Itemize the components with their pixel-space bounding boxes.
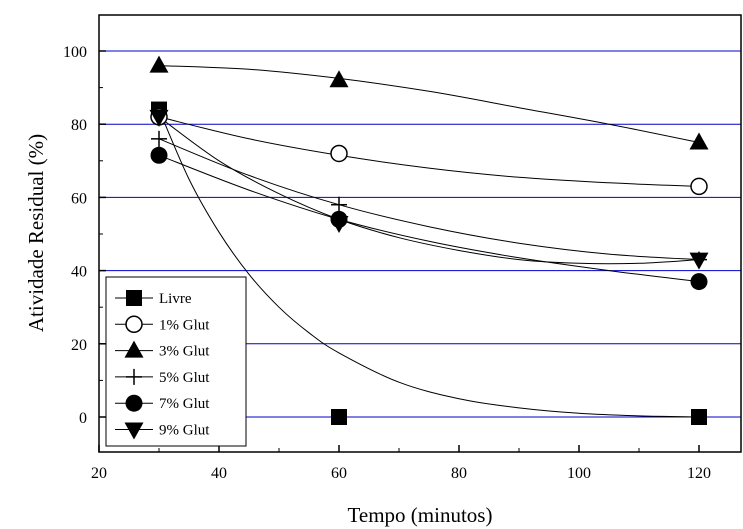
- fit-curves: [158, 65, 700, 418]
- data-point-series-1: [690, 177, 708, 196]
- legend-label: 9% Glut: [159, 423, 210, 439]
- legend-marker-4: [125, 394, 143, 412]
- fit-curve-series-4: [158, 154, 700, 283]
- y-tick-label: 100: [63, 44, 87, 61]
- data-point-series-4: [690, 273, 708, 291]
- data-point-series-5: [329, 216, 349, 234]
- fit-curve-series-5: [158, 116, 700, 265]
- data-markers: [149, 55, 709, 425]
- y-tick-label: 40: [71, 264, 87, 281]
- fit-curve-series-3: [158, 138, 700, 261]
- data-point-series-0: [691, 409, 707, 425]
- x-axis-label: Tempo (minutos): [348, 503, 493, 527]
- legend-label: 1% Glut: [159, 317, 210, 333]
- x-tick-label: 80: [451, 465, 467, 482]
- fit-curve-series-2: [158, 65, 700, 143]
- data-point-series-4: [150, 146, 168, 164]
- axes: 0 20 40 60 80 100 20 40 60 80 100 120: [63, 14, 742, 482]
- legend: Livre 1% Glut 3% Glut 5% Glut 7% Glut 9% Glut: [105, 276, 247, 447]
- y-tick-label: 80: [71, 117, 87, 134]
- x-tick-label: 60: [331, 465, 347, 482]
- data-point-series-2: [149, 55, 169, 73]
- x-tick-label: 120: [687, 465, 711, 482]
- data-point-series-1: [330, 144, 348, 163]
- legend-marker-1: [125, 315, 143, 334]
- y-axis-label: Atividade Residual (%): [24, 134, 48, 332]
- data-point-series-3: [331, 196, 347, 213]
- y-tick-label: 20: [71, 337, 87, 354]
- x-tick-label: 40: [211, 465, 227, 482]
- data-point-series-2: [329, 70, 349, 88]
- fit-curve-series-1: [158, 116, 700, 187]
- data-point-series-2: [689, 132, 709, 150]
- data-point-series-0: [331, 409, 347, 425]
- legend-marker-3: [126, 368, 142, 385]
- legend-label: 7% Glut: [159, 396, 210, 412]
- legend-marker-0: [126, 290, 142, 306]
- y-tick-label: 0: [79, 410, 87, 427]
- legend-marker-5: [124, 422, 144, 440]
- legend-label: Livre: [159, 291, 192, 307]
- legend-marker-2: [124, 340, 144, 358]
- data-point-series-5: [149, 109, 169, 127]
- y-tick-label: 60: [71, 190, 87, 207]
- x-tick-label: 100: [567, 465, 591, 482]
- data-point-series-5: [689, 252, 709, 270]
- legend-label: 5% Glut: [159, 370, 210, 386]
- x-tick-label: 20: [91, 465, 107, 482]
- data-point-series-3: [151, 130, 167, 147]
- legend-label: 3% Glut: [159, 344, 210, 360]
- fit-curve-series-0: [158, 109, 700, 418]
